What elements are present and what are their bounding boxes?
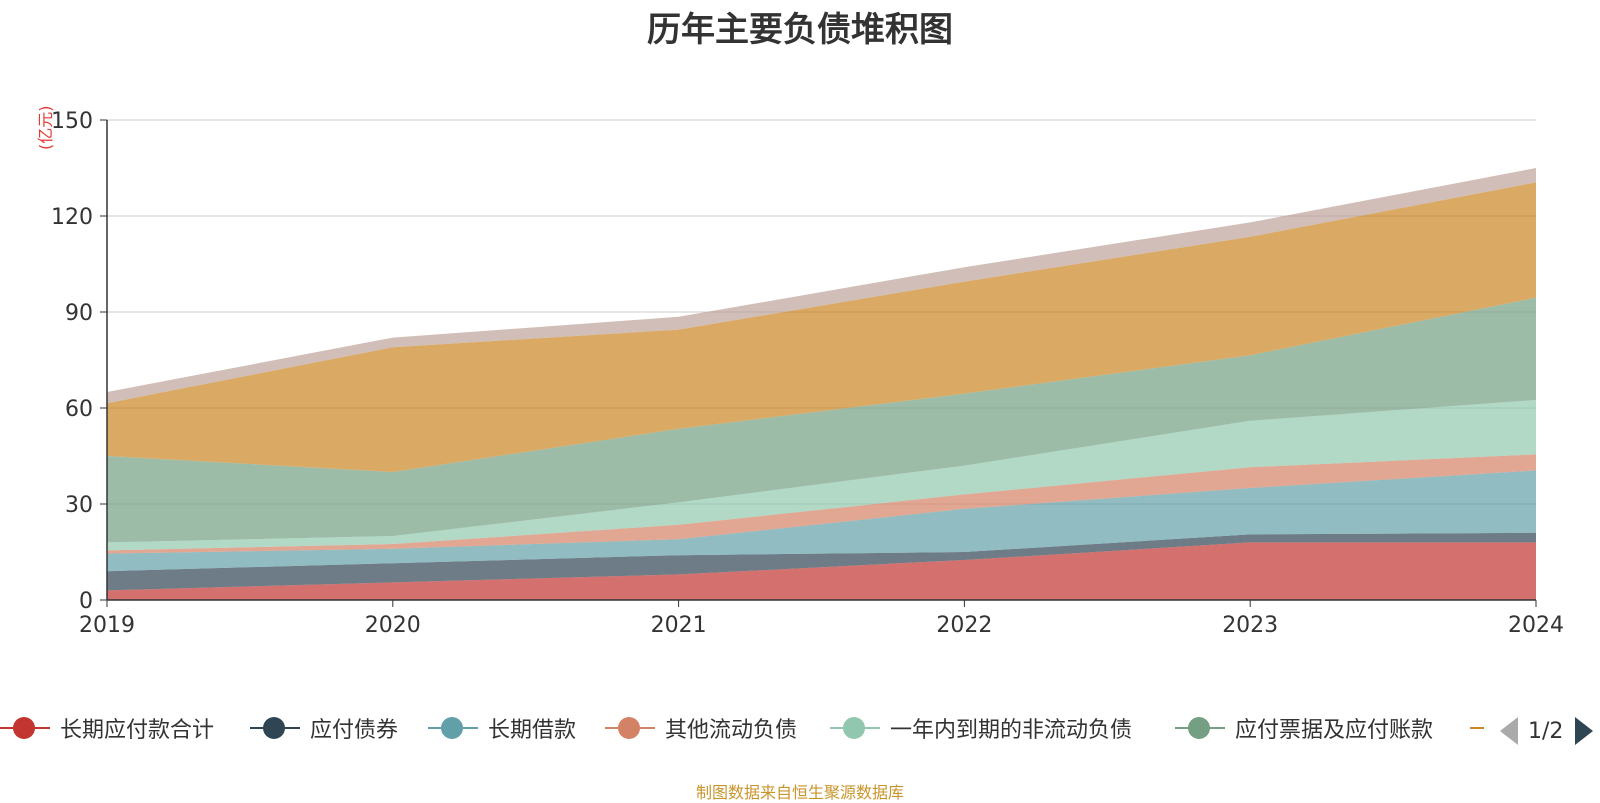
- area-series-1: [107, 542, 1536, 600]
- legend-label: 应付债券: [310, 718, 399, 743]
- x-tick-label: 2024: [1508, 613, 1564, 638]
- x-tick-label: 2022: [936, 613, 992, 638]
- y-tick-label: 30: [65, 493, 93, 518]
- legend-item[interactable]: [1470, 710, 1484, 746]
- legend-item[interactable]: 其他流动负债: [605, 710, 797, 746]
- y-axis-unit: (亿元): [36, 105, 55, 151]
- legend-marker-icon: [1175, 716, 1225, 740]
- y-tick-label: 0: [79, 589, 93, 614]
- legend-page-indicator: 1/2: [1528, 718, 1564, 744]
- legend-label: 一年内到期的非流动负债: [890, 718, 1133, 743]
- legend-label: 长期借款: [488, 718, 577, 743]
- data-source-note: 制图数据来自恒生聚源数据库: [695, 783, 904, 802]
- x-tick-label: 2021: [651, 613, 707, 638]
- area-series-4: [107, 454, 1536, 554]
- legend-item[interactable]: 长期借款: [428, 710, 576, 746]
- legend-label: 其他流动负债: [665, 718, 798, 743]
- chart-title: 历年主要负债堆积图: [647, 10, 953, 50]
- y-tick-label: 90: [65, 301, 93, 326]
- area-series-3: [107, 470, 1536, 572]
- y-tick-label: 60: [65, 397, 93, 422]
- legend-label: 长期应付款合计: [60, 718, 215, 743]
- area-series-6: [107, 297, 1536, 543]
- legend-item[interactable]: 应付债券: [250, 710, 398, 746]
- x-tick-label: 2019: [79, 613, 135, 638]
- area-series-5: [107, 400, 1536, 551]
- legend-item[interactable]: 应付票据及应付账款: [1175, 710, 1433, 746]
- legend-label: 应付票据及应付账款: [1235, 718, 1434, 743]
- legend-marker-icon: [1470, 716, 1484, 740]
- legend-marker-icon: [428, 716, 478, 740]
- legend-marker-icon: [0, 716, 50, 740]
- legend-marker-icon: [830, 716, 880, 740]
- area-series-7: [107, 182, 1536, 472]
- area-series-2: [107, 532, 1536, 591]
- legend-prev-arrow-icon[interactable]: [1500, 717, 1518, 745]
- legend-marker-icon: [605, 716, 655, 740]
- x-tick-label: 2020: [365, 613, 421, 638]
- x-tick-label: 2023: [1222, 613, 1278, 638]
- legend-next-arrow-icon[interactable]: [1575, 717, 1594, 745]
- legend-item[interactable]: 长期应付款合计: [0, 710, 214, 746]
- y-tick-label: 120: [51, 205, 93, 230]
- legend: 长期应付款合计 应付债券 长期借款 其他流动负债 一年内到期的非流动负债 应付票据及应付账…: [0, 710, 1600, 750]
- y-tick-label: 150: [51, 109, 93, 134]
- legend-marker-icon: [250, 716, 300, 740]
- legend-pager: 1/2: [1500, 716, 1594, 746]
- legend-item[interactable]: 一年内到期的非流动负债: [830, 710, 1132, 746]
